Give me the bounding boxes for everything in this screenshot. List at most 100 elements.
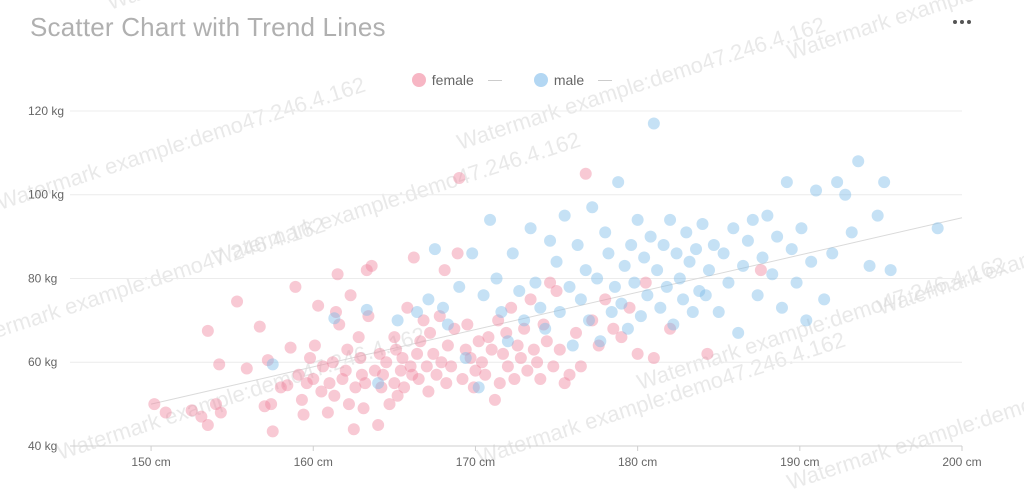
scatter-point-female xyxy=(511,339,524,352)
scatter-point-female xyxy=(514,352,527,365)
scatter-point-female xyxy=(574,360,587,373)
legend-trend-line-female xyxy=(487,79,502,81)
scatter-point-male xyxy=(722,276,735,289)
scatter-point-male xyxy=(524,222,537,235)
scatter-point-female xyxy=(623,301,636,314)
legend-swatch-female xyxy=(411,73,426,87)
scatter-point-male xyxy=(266,358,279,371)
scatter-point-female xyxy=(505,301,518,314)
scatter-point-female xyxy=(339,364,352,377)
more-options-icon[interactable] xyxy=(948,10,976,34)
scatter-point-female xyxy=(329,305,342,318)
scatter-point-male xyxy=(667,318,680,331)
scatter-point-female xyxy=(344,289,357,302)
scatter-point-male xyxy=(795,222,808,235)
scatter-point-female xyxy=(185,404,198,417)
scatter-point-male xyxy=(805,255,818,268)
scatter-point-male xyxy=(638,251,651,264)
scatter-point-female xyxy=(326,356,339,369)
scatter-point-male xyxy=(699,289,712,302)
scatter-point-female xyxy=(540,335,553,348)
scatter-point-male xyxy=(818,293,831,306)
scatter-point-male xyxy=(411,305,424,318)
scatter-point-female xyxy=(754,264,767,277)
scatter-point-male xyxy=(550,255,563,268)
scatter-point-male xyxy=(785,243,798,256)
scatter-point-female xyxy=(563,368,576,381)
scatter-point-male xyxy=(810,184,823,197)
y-tick-label: 40 kg xyxy=(28,439,57,453)
scatter-point-female xyxy=(599,293,612,306)
scatter-point-male xyxy=(644,230,657,243)
x-tick-label: 170 cm xyxy=(456,455,495,469)
scatter-point-male xyxy=(579,264,592,277)
scatter-point-female xyxy=(524,293,537,306)
scatter-point-female xyxy=(289,280,302,293)
legend: female male xyxy=(0,70,1024,90)
scatter-point-male xyxy=(574,293,587,306)
scatter-point-female xyxy=(317,360,330,373)
scatter-point-female xyxy=(615,331,628,344)
scatter-point-female xyxy=(493,377,506,390)
scatter-point-male xyxy=(727,222,740,235)
scatter-point-female xyxy=(391,389,404,402)
x-tick-label: 180 cm xyxy=(618,455,657,469)
scatter-point-female xyxy=(336,372,349,385)
scatter-point-male xyxy=(741,234,754,247)
scatter-point-male xyxy=(628,276,641,289)
x-tick-label: 200 cm xyxy=(942,455,981,469)
scatter-point-female xyxy=(209,398,222,411)
scatter-point-female xyxy=(261,354,274,367)
scatter-point-female xyxy=(265,398,278,411)
scatter-point-male xyxy=(712,305,725,318)
scatter-point-female xyxy=(398,381,411,394)
scatter-point-female xyxy=(639,276,652,289)
scatter-point-male xyxy=(657,238,670,251)
scatter-point-male xyxy=(612,176,625,189)
scatter-point-female xyxy=(281,379,294,392)
scatter-point-female xyxy=(456,372,469,385)
scatter-point-female xyxy=(534,372,547,385)
scatter-point-female xyxy=(308,339,321,352)
scatter-point-female xyxy=(201,324,214,337)
legend-trend-line-male xyxy=(598,79,613,81)
scatter-point-female xyxy=(518,322,531,335)
scatter-point-female xyxy=(388,331,401,344)
scatter-point-male xyxy=(594,335,607,348)
scatter-point-female xyxy=(396,352,409,365)
scatter-point-male xyxy=(831,176,844,189)
scatter-point-male xyxy=(732,326,745,339)
scatter-point-male xyxy=(625,238,638,251)
scatter-point-female xyxy=(331,268,344,281)
scatter-point-male xyxy=(360,303,373,316)
scatter-point-male xyxy=(751,289,764,302)
scatter-point-female xyxy=(531,356,544,369)
scatter-point-male xyxy=(680,226,693,239)
legend-item-male[interactable]: male xyxy=(533,72,613,88)
scatter-point-female xyxy=(485,343,498,356)
scatter-point-male xyxy=(670,247,683,260)
scatter-point-female xyxy=(453,171,466,184)
scatter-point-male xyxy=(529,276,542,289)
scatter-point-female xyxy=(295,393,308,406)
scatter-point-male xyxy=(852,155,865,168)
scatter-point-female xyxy=(368,364,381,377)
scatter-point-female xyxy=(359,377,372,390)
scatter-point-female xyxy=(424,326,437,339)
scatter-point-female xyxy=(475,356,488,369)
legend-item-female[interactable]: female xyxy=(411,72,502,88)
scatter-point-female xyxy=(292,368,305,381)
scatter-point-male xyxy=(641,289,654,302)
scatter-point-male xyxy=(771,230,784,243)
scatter-point-female xyxy=(307,372,320,385)
scatter-point-male xyxy=(654,301,667,314)
scatter-point-male xyxy=(660,280,673,293)
scatter-point-female xyxy=(360,264,373,277)
scatter-point-male xyxy=(513,285,526,298)
scatter-point-female xyxy=(497,347,510,360)
scatter-point-female xyxy=(388,377,401,390)
scatter-point-male xyxy=(790,276,803,289)
scatter-point-male xyxy=(472,381,485,394)
scatter-point-male xyxy=(615,297,628,310)
scatter-point-male xyxy=(391,314,404,327)
